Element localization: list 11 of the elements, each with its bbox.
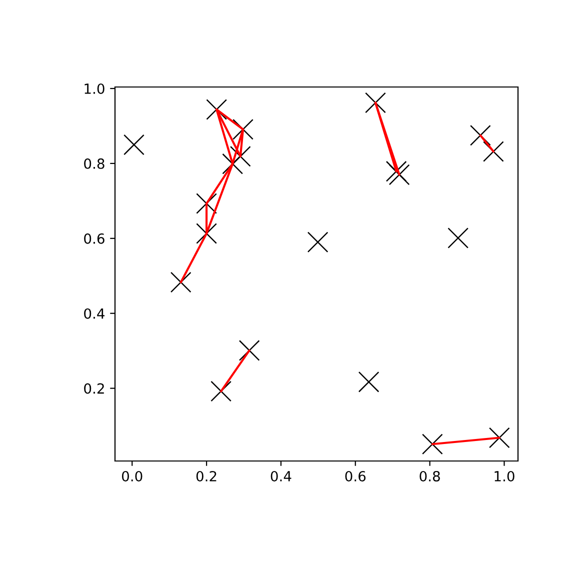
y-tick-label: 0.4 [84,308,104,319]
x-tick-label: 0.2 [196,470,216,482]
x-tick-label: 0.4 [270,470,292,482]
y-tick-label: 1.0 [84,83,104,94]
y-tick-label: 0.6 [84,233,104,244]
y-tick-label: 0.2 [84,383,104,394]
x-tick-label: 0.6 [345,470,366,482]
x-tick-label: 1.0 [494,470,514,482]
x-tick-label: 0.8 [420,470,440,482]
x-tick-label: 0.0 [122,470,142,482]
y-tick-label: 0.8 [84,158,104,169]
